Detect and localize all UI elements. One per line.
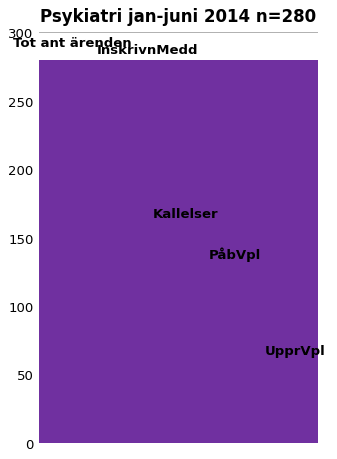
Text: Kallelser: Kallelser bbox=[153, 207, 219, 220]
Bar bbox=[94, 67, 317, 442]
Text: Tot ant ärenden: Tot ant ärenden bbox=[13, 37, 132, 50]
Title: Psykiatri jan-juni 2014 n=280: Psykiatri jan-juni 2014 n=280 bbox=[40, 8, 316, 26]
Text: UpprVpl: UpprVpl bbox=[265, 344, 325, 357]
Bar bbox=[206, 272, 317, 442]
Text: InskrivnMedd: InskrivnMedd bbox=[97, 44, 198, 56]
Bar bbox=[150, 231, 317, 442]
Bar bbox=[262, 368, 317, 442]
Text: PåbVpl: PåbVpl bbox=[209, 246, 261, 261]
